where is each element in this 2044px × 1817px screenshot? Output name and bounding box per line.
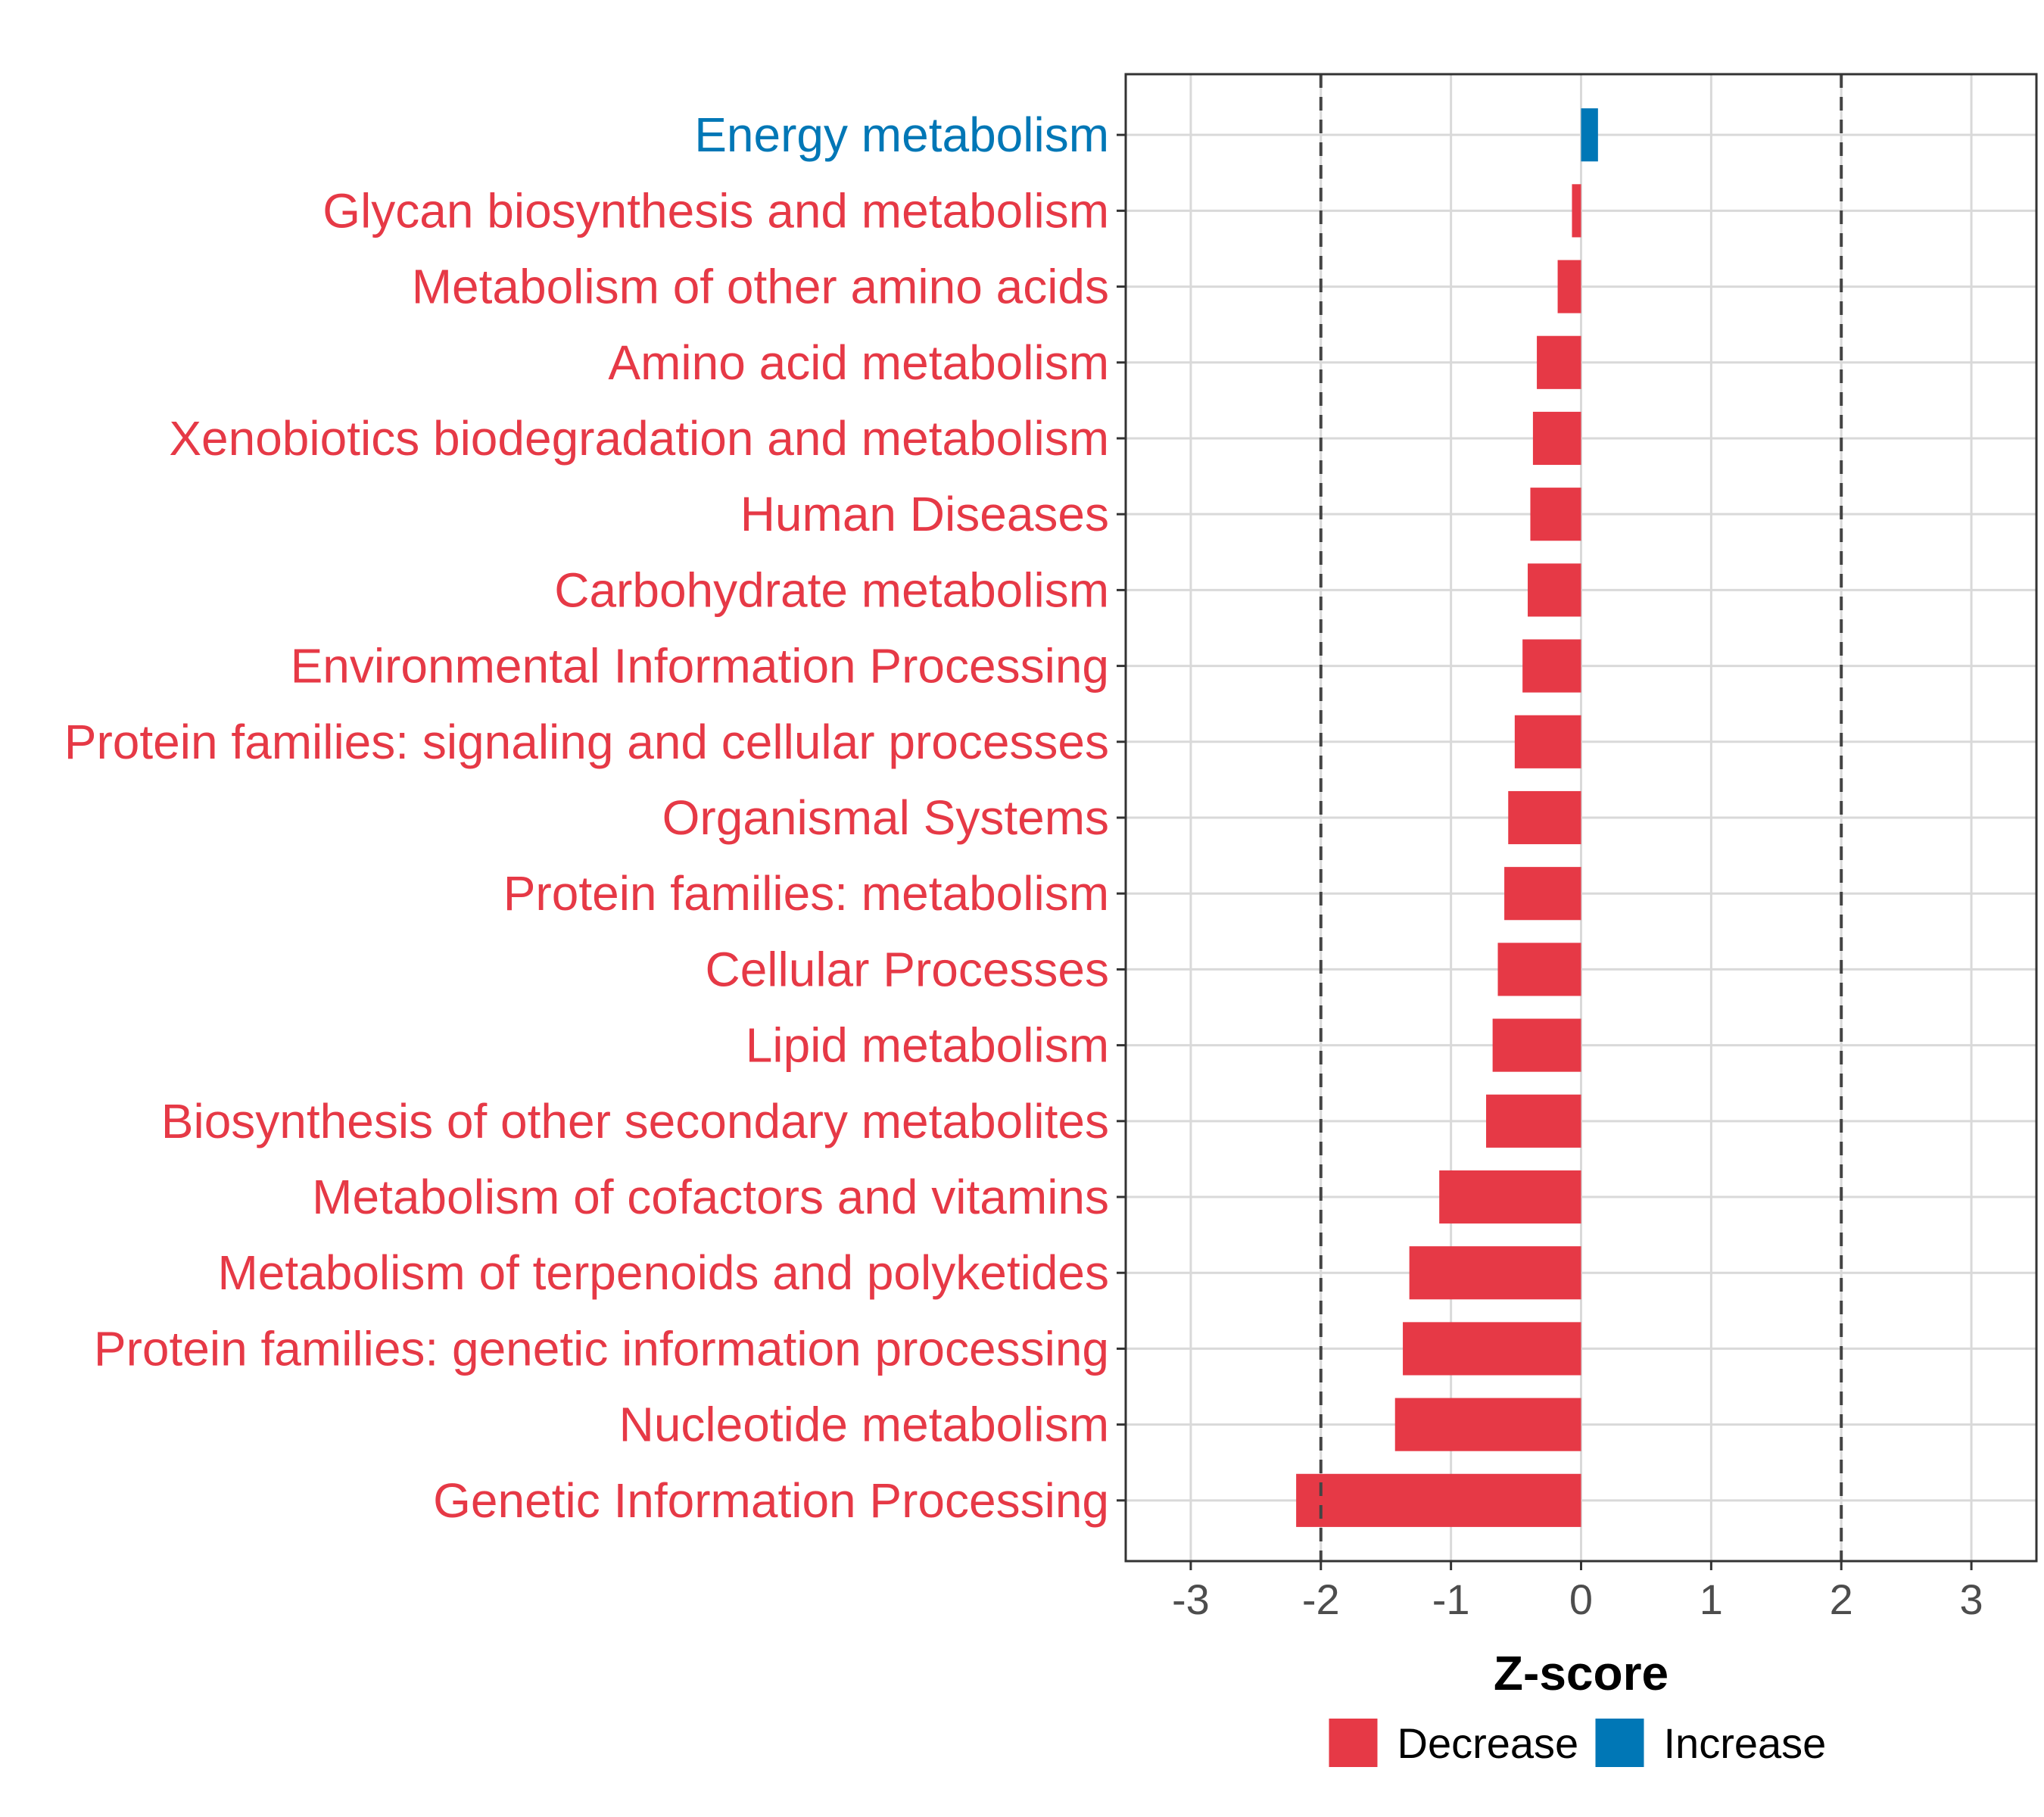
legend-item-decrease[interactable]: Decrease bbox=[1329, 1719, 1579, 1767]
bar[interactable] bbox=[1528, 563, 1581, 617]
bar[interactable] bbox=[1497, 943, 1581, 996]
legend-label: Decrease bbox=[1397, 1719, 1579, 1767]
category-label: Xenobiotics biodegradation and metabolis… bbox=[169, 411, 1109, 466]
category-label: Energy metabolism bbox=[694, 108, 1109, 162]
x-tick-label: 0 bbox=[1569, 1575, 1593, 1623]
x-tick-label: 3 bbox=[1959, 1575, 1983, 1623]
y-axis-ticks bbox=[1117, 133, 1126, 1502]
bar[interactable] bbox=[1508, 790, 1581, 845]
bar[interactable] bbox=[1486, 1094, 1581, 1148]
reference-lines bbox=[1319, 74, 1843, 1561]
bar[interactable] bbox=[1504, 867, 1581, 921]
category-label: Protein families: metabolism bbox=[503, 866, 1109, 921]
x-axis-tick-labels: -3 -2 -1 0 1 2 3 bbox=[1172, 1575, 1983, 1623]
bar[interactable] bbox=[1403, 1322, 1581, 1376]
category-label: Carbohydrate metabolism bbox=[554, 563, 1109, 617]
category-label: Cellular Processes bbox=[705, 942, 1109, 996]
x-tick-label: -2 bbox=[1302, 1575, 1340, 1623]
category-label: Nucleotide metabolism bbox=[619, 1398, 1109, 1452]
legend-item-increase[interactable]: Increase bbox=[1595, 1719, 1827, 1767]
bar[interactable] bbox=[1532, 411, 1581, 466]
bar[interactable] bbox=[1557, 260, 1581, 313]
category-label: Environmental Information Processing bbox=[291, 639, 1109, 693]
bar[interactable] bbox=[1537, 335, 1581, 389]
category-label: Protein families: signaling and cellular… bbox=[64, 715, 1109, 769]
y-axis-category-labels: Energy metabolism Glycan biosynthesis and… bbox=[64, 108, 1109, 1528]
x-tick-label: -3 bbox=[1172, 1575, 1210, 1623]
x-tick-label: 2 bbox=[1830, 1575, 1853, 1623]
x-tick-label: -1 bbox=[1432, 1575, 1470, 1623]
x-tick-label: 1 bbox=[1700, 1575, 1723, 1623]
bar[interactable] bbox=[1581, 108, 1598, 162]
category-label: Protein families: genetic information pr… bbox=[94, 1321, 1109, 1376]
bar[interactable] bbox=[1394, 1398, 1581, 1451]
bars bbox=[1296, 108, 1598, 1527]
category-label: Human Diseases bbox=[740, 487, 1109, 541]
bar[interactable] bbox=[1522, 639, 1581, 693]
bar[interactable] bbox=[1530, 488, 1581, 541]
category-label: Amino acid metabolism bbox=[608, 335, 1109, 390]
legend[interactable]: Decrease Increase bbox=[1329, 1719, 1827, 1767]
category-label: Metabolism of other amino acids bbox=[412, 260, 1109, 314]
category-label: Metabolism of cofactors and vitamins bbox=[312, 1170, 1109, 1224]
category-label: Organismal Systems bbox=[662, 790, 1109, 845]
category-label: Metabolism of terpenoids and polyketides bbox=[217, 1245, 1109, 1300]
legend-label: Increase bbox=[1664, 1719, 1827, 1767]
category-label: Lipid metabolism bbox=[746, 1018, 1109, 1073]
bar[interactable] bbox=[1572, 184, 1581, 238]
bar[interactable] bbox=[1439, 1170, 1581, 1224]
x-axis-ticks bbox=[1189, 1561, 1973, 1570]
bar[interactable] bbox=[1409, 1246, 1581, 1300]
category-label: Genetic Information Processing bbox=[433, 1473, 1109, 1528]
x-axis-title: Z-score bbox=[1494, 1646, 1669, 1700]
bar[interactable] bbox=[1492, 1018, 1581, 1072]
bar[interactable] bbox=[1514, 715, 1581, 768]
legend-swatch bbox=[1329, 1719, 1378, 1767]
category-label: Biosynthesis of other secondary metaboli… bbox=[161, 1094, 1109, 1148]
category-label: Glycan biosynthesis and metabolism bbox=[322, 183, 1109, 238]
bar[interactable] bbox=[1296, 1473, 1581, 1527]
legend-swatch bbox=[1595, 1719, 1644, 1767]
